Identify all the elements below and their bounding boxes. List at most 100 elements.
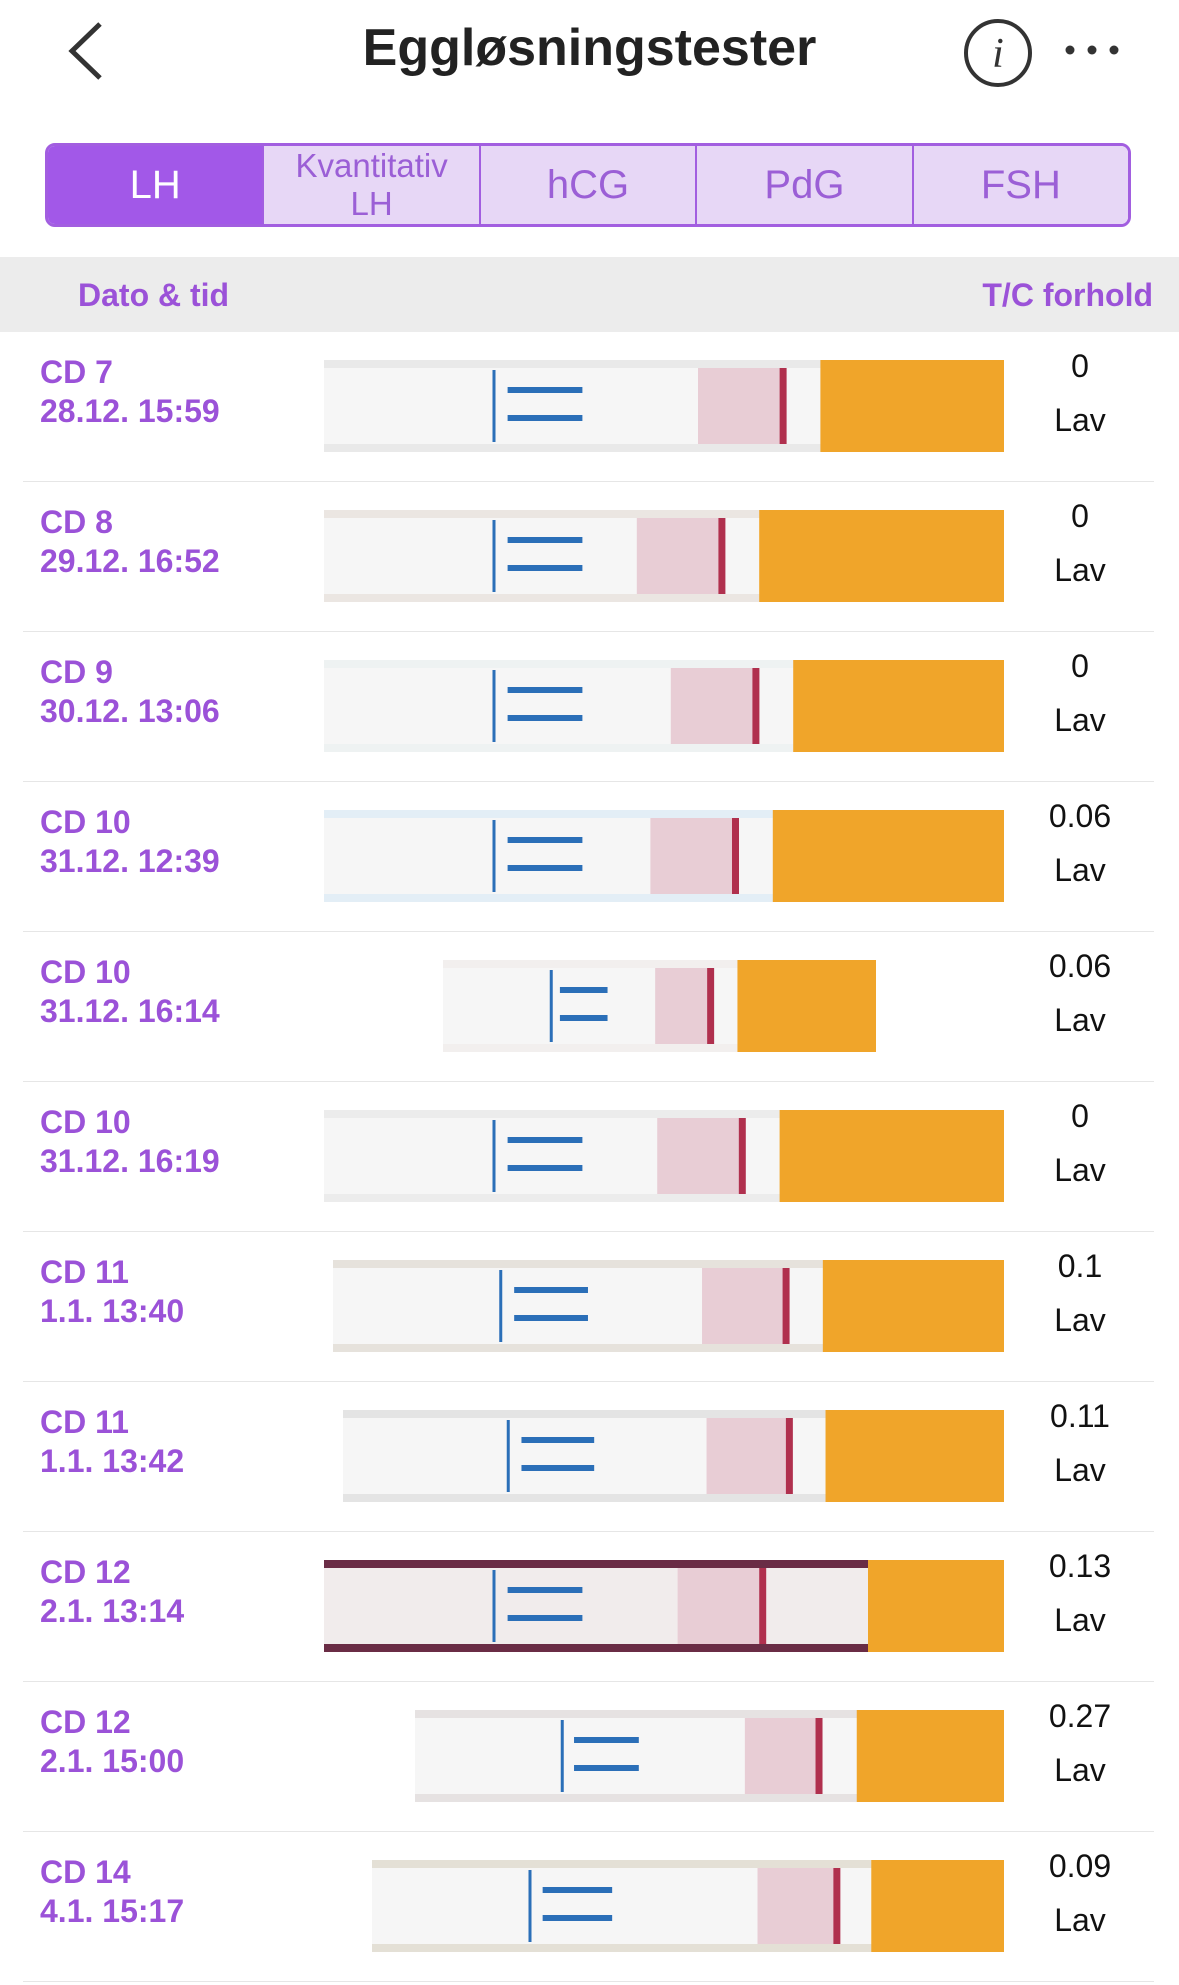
test-strip-photo	[415, 1710, 1004, 1802]
tab-bar: LH Kvantitativ LH hCG PdG FSH	[45, 143, 1131, 227]
separator	[23, 781, 1154, 782]
table-row[interactable]: CD 14 4.1. 15:17 0.09 Lav	[0, 1832, 1179, 1982]
tc-ratio: 0.13	[1048, 1548, 1112, 1584]
level: Lav	[1054, 1752, 1106, 1788]
level: Lav	[1054, 1452, 1106, 1488]
test-strip-photo	[372, 1860, 1004, 1952]
separator	[23, 1831, 1154, 1832]
strip-part	[707, 968, 715, 1044]
table-row[interactable]: CD 10 31.12. 12:39 0.06 Lav	[0, 782, 1179, 932]
strip-part	[698, 368, 780, 444]
tab-label-line: LH	[129, 163, 181, 207]
table-row[interactable]: CD 10 31.12. 16:19 0 Lav	[0, 1082, 1179, 1232]
date-time: 29.12. 16:52	[40, 543, 220, 579]
tab[interactable]: FSH	[913, 146, 1128, 224]
strip-part	[657, 1118, 739, 1194]
strip-part	[856, 1710, 1004, 1802]
tab-label: hCG	[546, 163, 630, 207]
cycle-day: CD 11	[40, 1254, 129, 1290]
tab[interactable]: Kvantitativ LH	[264, 146, 481, 224]
strip-part	[677, 1568, 760, 1644]
strip-part	[759, 1568, 767, 1644]
table-row[interactable]: CD 11 1.1. 13:40 0.1 Lav	[0, 1232, 1179, 1382]
tab-label: FSH	[980, 163, 1061, 207]
strip-part	[757, 1868, 834, 1944]
separator	[23, 481, 1154, 482]
tc-ratio: 0.09	[1048, 1848, 1112, 1884]
more-button[interactable]	[1060, 40, 1124, 60]
tab-label-line: FSH	[980, 163, 1061, 207]
test-strip-photo	[333, 1260, 1004, 1352]
level: Lav	[1054, 1152, 1106, 1188]
info-button[interactable]: i	[962, 17, 1034, 89]
tc-ratio: 0.11	[1050, 1398, 1110, 1434]
strip-part	[785, 1418, 793, 1494]
cycle-day: CD 10	[40, 804, 131, 840]
tc-ratio: 0	[1071, 648, 1089, 684]
tab-label-line: hCG	[546, 163, 630, 207]
table-row[interactable]: CD 11 1.1. 13:42 0.11 Lav	[0, 1382, 1179, 1532]
svg-text:i: i	[992, 31, 1004, 77]
table-row[interactable]: CD 8 29.12. 16:52 0 Lav	[0, 482, 1179, 632]
strip-part	[868, 1560, 1004, 1652]
tc-ratio: 0	[1071, 498, 1089, 534]
table-row[interactable]: CD 12 2.1. 13:14 0.13 Lav	[0, 1532, 1179, 1682]
separator	[23, 1081, 1154, 1082]
separator	[23, 931, 1154, 932]
strip-part	[670, 668, 753, 744]
strip-part	[772, 810, 1004, 902]
separator	[23, 1231, 1154, 1232]
date-time: 1.1. 13:42	[40, 1443, 185, 1479]
level: Lav	[1054, 1302, 1106, 1338]
strip-part	[655, 968, 708, 1044]
tc-ratio: 0.06	[1048, 948, 1112, 984]
strip-part	[820, 360, 1004, 452]
strip-part	[815, 1718, 823, 1794]
strip-part	[650, 818, 732, 894]
cycle-day: CD 14	[40, 1854, 131, 1890]
strip-part	[782, 1268, 790, 1344]
strip-part	[744, 1718, 816, 1794]
date-time: 31.12. 16:14	[40, 993, 220, 1029]
table-row[interactable]: CD 12 2.1. 15:00 0.27 Lav	[0, 1682, 1179, 1832]
tab[interactable]: hCG	[480, 146, 698, 224]
strip-part	[825, 1410, 1004, 1502]
cycle-day: CD 12	[40, 1704, 131, 1740]
table-header: Dato & tid T/C forhold	[0, 257, 1179, 332]
tab-label: LH	[129, 163, 181, 207]
level: Lav	[1054, 1002, 1106, 1038]
table-row[interactable]: CD 7 28.12. 15:59 0 Lav	[0, 332, 1179, 482]
tab-label-line: PdG	[764, 163, 845, 207]
table-row[interactable]: CD 10 31.12. 16:14 0.06 Lav	[0, 932, 1179, 1082]
tc-ratio: 0.1	[1057, 1248, 1103, 1284]
date-time: 4.1. 15:17	[40, 1893, 185, 1929]
separator	[23, 1531, 1154, 1532]
level: Lav	[1054, 852, 1106, 888]
level: Lav	[1054, 402, 1106, 438]
strip-part	[779, 368, 787, 444]
tab-label: Kvantitativ LH	[295, 147, 447, 223]
date-time: 1.1. 13:40	[40, 1293, 185, 1329]
test-strip-photo	[343, 1410, 1004, 1502]
cycle-day: CD 10	[40, 1104, 131, 1140]
tc-ratio: 0.06	[1048, 798, 1112, 834]
table-row[interactable]: CD 9 30.12. 13:06 0 Lav	[0, 632, 1179, 782]
tab[interactable]: LH	[48, 146, 265, 224]
separator	[23, 1681, 1154, 1682]
tab[interactable]: PdG	[697, 146, 914, 224]
date-time: 31.12. 16:19	[40, 1143, 220, 1179]
separator	[23, 1981, 1154, 1982]
cycle-day: CD 9	[40, 654, 113, 690]
test-strip-photo	[324, 1560, 1004, 1652]
test-strip-photo	[324, 510, 1004, 602]
strip-part	[706, 1418, 786, 1494]
back-button[interactable]	[60, 18, 110, 84]
cycle-day: CD 10	[40, 954, 131, 990]
strip-part	[871, 1860, 1004, 1952]
test-strip-photo	[443, 960, 876, 1052]
strip-part	[752, 668, 760, 744]
tc-ratio: 0.27	[1048, 1698, 1112, 1734]
strip-part	[833, 1868, 841, 1944]
test-strip-photo	[324, 660, 1004, 752]
cycle-day: CD 11	[40, 1404, 129, 1440]
